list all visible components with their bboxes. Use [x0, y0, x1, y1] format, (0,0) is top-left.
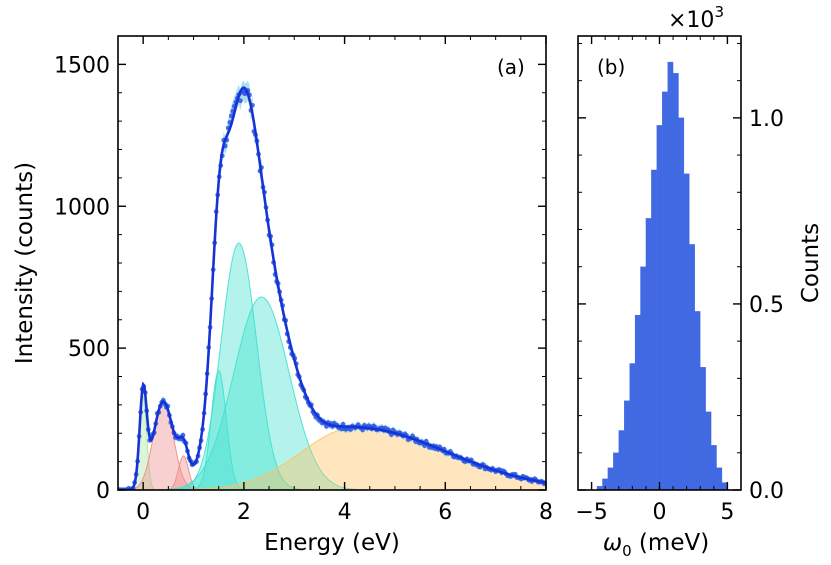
y-multiplier-base: ×10	[668, 8, 714, 33]
measured-points	[118, 88, 546, 490]
panel-a-ticks: 0 2 4 6 8 0 500 1000 1500	[54, 36, 553, 525]
omega-subscript: 0	[622, 542, 632, 560]
panel-a-energy-spectrum: 0 2 4 6 8 0 500 1000 1500 (a) Energy (eV) Intens…	[12, 35, 553, 556]
histogram-bar-4	[618, 430, 625, 490]
x-tick-label-1: 2	[237, 500, 251, 525]
y-tick-label-1: 500	[68, 337, 110, 362]
data-point-81	[237, 98, 243, 104]
y-tick-label-2: 1000	[54, 195, 110, 220]
histogram-bar-18	[694, 311, 701, 490]
histogram-bar-2	[607, 467, 614, 490]
histogram-bar-20	[705, 411, 712, 490]
histogram-bar-11	[656, 125, 663, 490]
b-y-tick-label-0: 0.0	[749, 479, 784, 504]
histogram-bar-17	[689, 244, 695, 490]
histogram-bar-8	[640, 266, 647, 490]
x-tick-label-2: 4	[338, 500, 352, 525]
panel-b-histogram: −5 0 50.00.51.0 (b) ω0 (meV) Counts ×103	[575, 3, 824, 560]
histogram-bar-16	[683, 173, 690, 490]
omega-symbol: ω	[603, 530, 622, 556]
x-tick-label-4: 8	[539, 500, 553, 525]
histogram-bar-15	[678, 117, 685, 490]
histogram-bar-6	[629, 363, 636, 490]
panel-b-x-axis-title: ω0 (meV)	[603, 530, 709, 560]
panel-b-y-axis-title: Counts	[798, 223, 824, 303]
histogram-bar-13	[667, 61, 674, 490]
b-y-tick-label-2: 1.0	[749, 107, 784, 132]
y-multiplier: ×103	[668, 3, 724, 33]
panel-b-ticks: −5 0 5 0.0 0.5 1.0	[575, 36, 784, 525]
x-tick-label-0: 0	[136, 500, 150, 525]
histogram-bar-23	[721, 482, 728, 490]
b-y-tick-label-1: 0.5	[749, 293, 784, 318]
histogram-bar-5	[624, 400, 630, 490]
histogram-bar-12	[662, 91, 668, 490]
panel-b-label: (b)	[597, 55, 625, 79]
histogram-bars	[596, 61, 728, 490]
x-tick-label-3: 6	[438, 500, 452, 525]
histogram-bar-21	[710, 445, 717, 490]
histogram-bar-14	[672, 73, 679, 490]
b-x-tick-label-0: −5	[575, 500, 607, 525]
omega-unit: (meV)	[632, 530, 710, 556]
histogram-bar-3	[613, 452, 619, 490]
panel-a-x-axis-title: Energy (eV)	[264, 530, 400, 556]
y-multiplier-exponent: 3	[714, 3, 724, 21]
panel-a-label: (a)	[497, 55, 525, 79]
b-x-tick-label-1: 0	[653, 500, 667, 525]
histogram-bar-22	[716, 467, 723, 490]
histogram-bar-19	[700, 367, 706, 490]
fit-components	[118, 242, 546, 490]
fit-line	[118, 86, 546, 490]
fit-line-group	[118, 86, 546, 490]
y-tick-label-3: 1500	[54, 53, 110, 78]
y-tick-label-0: 0	[96, 479, 110, 504]
panel-a-y-axis-title: Intensity (counts)	[12, 162, 38, 364]
histogram-bar-10	[651, 169, 657, 490]
histogram-bar-9	[645, 218, 652, 490]
histogram-bar-7	[634, 314, 641, 490]
b-x-tick-label-2: 5	[720, 500, 734, 525]
